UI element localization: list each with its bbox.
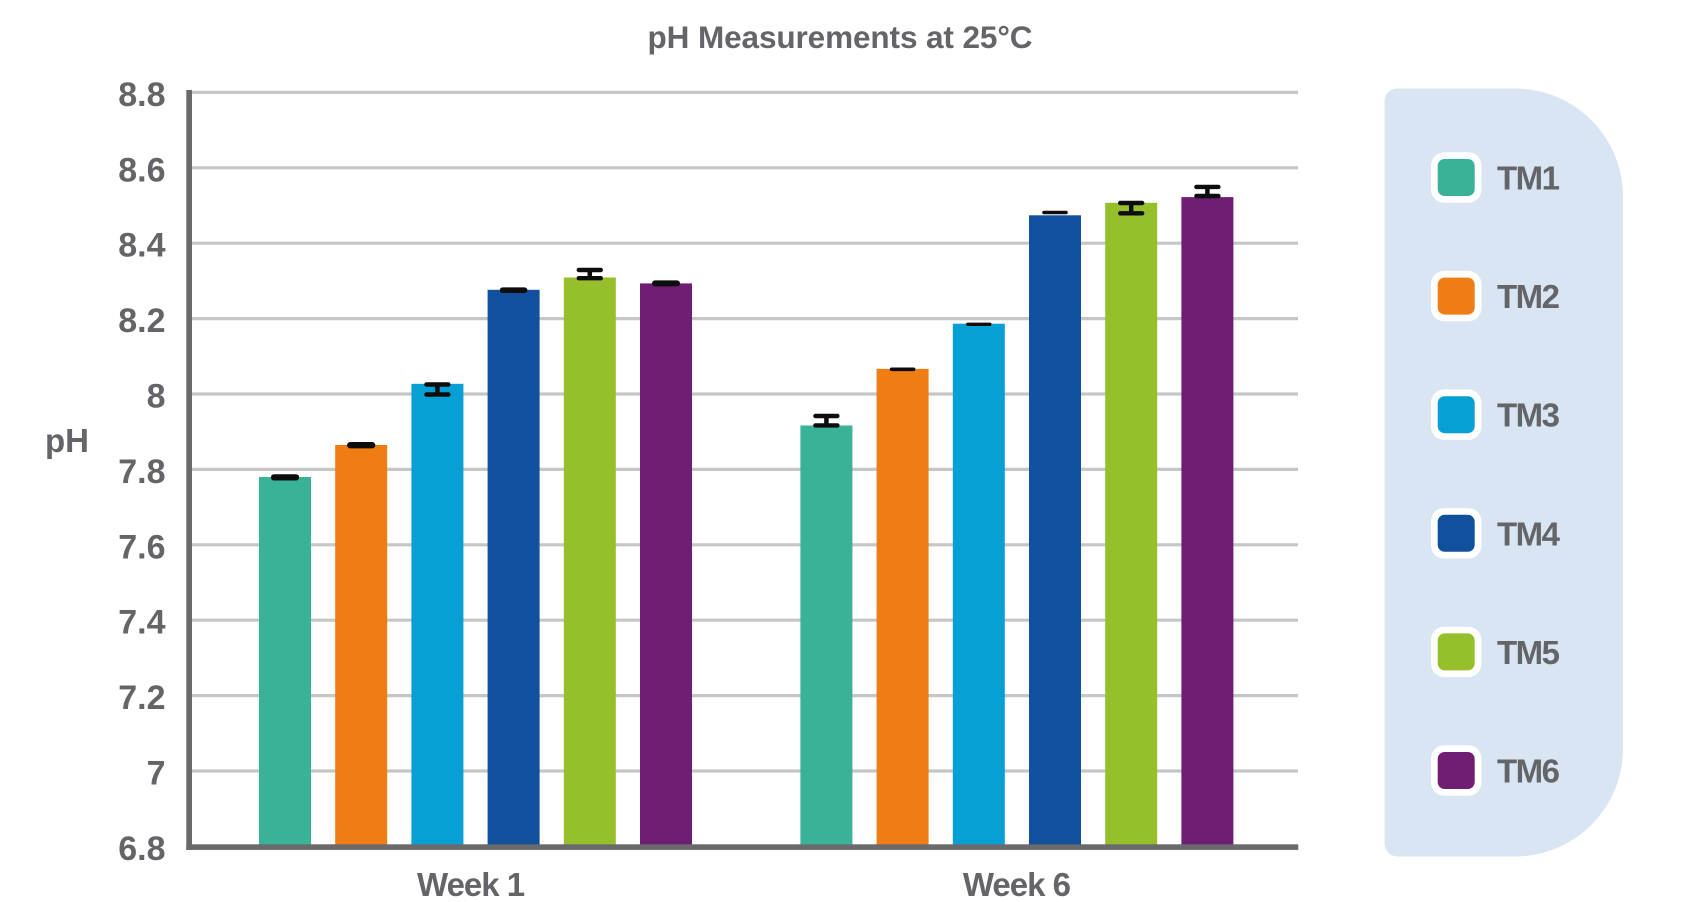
svg-text:7.6: 7.6 (118, 528, 165, 566)
svg-text:7.2: 7.2 (118, 679, 165, 717)
svg-text:7.8: 7.8 (118, 453, 165, 491)
svg-text:TM6: TM6 (1497, 753, 1560, 790)
svg-text:TM4: TM4 (1497, 515, 1561, 552)
svg-text:TM3: TM3 (1497, 397, 1560, 434)
svg-text:TM5: TM5 (1497, 634, 1560, 671)
svg-text:pH: pH (45, 422, 89, 459)
svg-text:TM1: TM1 (1497, 160, 1560, 197)
svg-text:6.8: 6.8 (118, 830, 165, 868)
svg-text:8.8: 8.8 (118, 76, 165, 114)
svg-text:8.6: 8.6 (118, 151, 165, 189)
svg-text:8.4: 8.4 (118, 227, 165, 265)
svg-text:Week 1: Week 1 (417, 866, 525, 902)
svg-text:pH Measurements at 25°C: pH Measurements at 25°C (648, 19, 1033, 55)
svg-text:7.4: 7.4 (118, 604, 165, 642)
svg-text:Week 6: Week 6 (963, 866, 1071, 902)
svg-text:TM2: TM2 (1497, 278, 1560, 315)
svg-text:8.2: 8.2 (118, 302, 165, 340)
svg-text:8: 8 (147, 378, 166, 416)
svg-text:7: 7 (147, 755, 166, 793)
